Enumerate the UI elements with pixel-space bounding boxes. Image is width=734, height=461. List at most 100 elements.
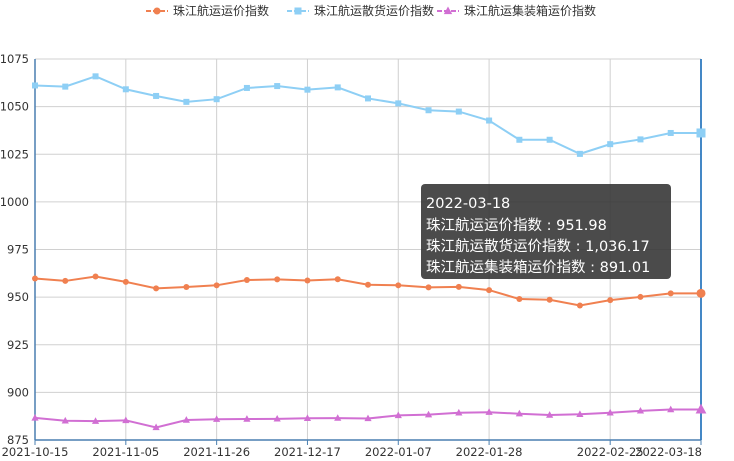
data-point	[122, 416, 130, 424]
data-point	[304, 277, 311, 284]
series-layer	[31, 73, 707, 431]
data-point	[152, 423, 160, 431]
x-tick-label: 2021-11-26	[183, 445, 250, 459]
data-point	[364, 414, 372, 422]
data-point	[485, 408, 493, 415]
data-point	[61, 416, 69, 424]
data-point	[31, 414, 39, 421]
data-point	[667, 290, 674, 297]
data-point	[183, 98, 190, 105]
legend: 珠江航运运价指数 珠江航运散货运价指数 珠江航运集装箱运价指数	[146, 3, 596, 18]
data-point	[637, 136, 644, 143]
x-tick-label: 2022-01-28	[456, 445, 523, 459]
data-point	[516, 296, 523, 303]
data-point	[92, 73, 99, 80]
data-point	[303, 414, 312, 421]
axes	[34, 59, 702, 445]
data-point	[182, 416, 190, 423]
x-axis-ticks: 2021-10-15 2021-11-05 2021-11-26 2021-12-17…	[2, 445, 702, 459]
data-point	[62, 83, 69, 90]
data-point	[213, 282, 220, 289]
data-point	[546, 296, 553, 303]
data-point	[696, 128, 706, 138]
x-tick-label: 2021-10-15	[2, 445, 69, 459]
legend-label: 珠江航运集装箱运价指数	[464, 3, 596, 18]
tooltip-box	[421, 184, 671, 279]
data-point	[516, 136, 523, 143]
data-point	[636, 406, 645, 414]
data-point	[153, 285, 160, 292]
data-point	[667, 129, 674, 136]
data-point	[667, 405, 675, 413]
tooltip-date: 2022-03-18	[426, 196, 510, 212]
y-tick-label: 1025	[0, 147, 29, 161]
data-point	[62, 277, 69, 284]
y-tick-label: 950	[7, 290, 29, 304]
y-tick-label: 1050	[0, 100, 29, 114]
data-point	[576, 410, 584, 417]
data-point	[455, 408, 463, 416]
y-tick-label: 875	[7, 433, 29, 447]
data-point	[606, 408, 614, 416]
data-point	[455, 283, 462, 290]
tooltip-row-label: 珠江航运集装箱运价指数 : 891.01	[426, 259, 650, 276]
data-point	[365, 95, 371, 102]
data-point	[32, 82, 38, 89]
data-point	[637, 293, 644, 300]
data-point	[32, 275, 38, 282]
data-point	[92, 273, 99, 280]
legend-label: 珠江航运散货运价指数	[314, 3, 434, 18]
x-tick-label: 2021-12-17	[274, 445, 341, 459]
legend-marker	[443, 6, 453, 15]
data-point	[213, 415, 221, 422]
y-axis-ticks: 875 900 925 950 975 1000 1025 1050 1075	[0, 52, 29, 447]
legend-label: 珠江航运运价指数	[173, 3, 269, 18]
legend-marker	[294, 7, 302, 15]
y-tick-label: 925	[7, 338, 29, 352]
x-tick-label: 2022-02-25	[577, 445, 644, 459]
x-tick-label: 2022-03-18	[635, 445, 702, 459]
data-point	[395, 282, 402, 289]
data-point	[334, 84, 341, 91]
series-line	[34, 75, 701, 155]
data-point	[394, 411, 402, 419]
data-point	[122, 278, 129, 285]
x-tick-label: 2021-11-05	[92, 445, 159, 459]
data-point	[695, 403, 707, 414]
data-point	[425, 107, 432, 114]
tooltip: 2022-03-18 珠江航运运价指数 : 951.98 珠江航运散货运价指数 …	[421, 184, 671, 279]
y-tick-label: 1075	[0, 52, 29, 66]
data-point	[274, 276, 281, 283]
data-point	[274, 83, 281, 90]
data-point	[424, 410, 433, 418]
data-point	[243, 84, 250, 91]
series-line	[34, 275, 701, 307]
data-point	[243, 276, 250, 283]
data-point	[546, 411, 554, 418]
data-point	[334, 276, 341, 283]
data-point	[576, 150, 583, 157]
data-point	[515, 409, 523, 417]
data-point	[607, 297, 614, 304]
data-point	[365, 281, 371, 288]
data-point	[607, 141, 614, 148]
data-point	[425, 284, 432, 291]
data-point	[546, 136, 553, 143]
data-point	[696, 288, 706, 298]
data-point	[486, 117, 493, 124]
y-tick-label: 900	[7, 385, 29, 399]
data-point	[395, 100, 402, 107]
data-point	[153, 92, 160, 99]
data-point	[486, 287, 493, 294]
tooltip-row-label: 珠江航运运价指数 : 951.98	[426, 217, 607, 234]
data-point	[213, 96, 220, 103]
y-tick-label: 975	[7, 243, 29, 257]
data-point	[91, 417, 100, 424]
data-point	[334, 414, 342, 421]
data-point	[304, 86, 311, 93]
y-tick-label: 1000	[0, 195, 29, 209]
data-point	[273, 414, 281, 422]
x-tick-label: 2022-01-07	[365, 445, 432, 459]
legend-marker	[153, 7, 161, 15]
